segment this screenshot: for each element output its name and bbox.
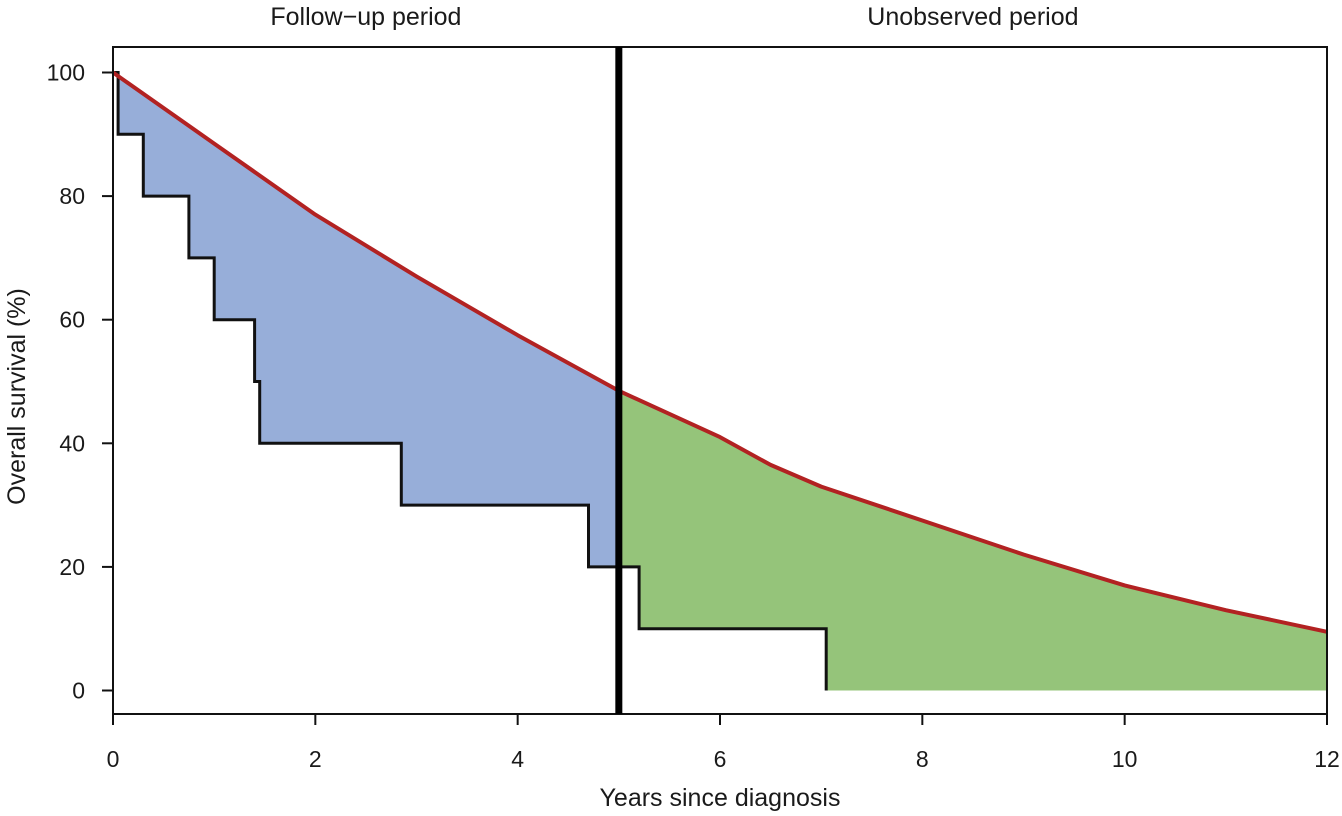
x-tick-label: 0 [107, 746, 120, 772]
y-tick-label: 60 [59, 307, 85, 333]
follow-up-period-label: Follow−up period [270, 3, 461, 31]
parametric-survival-curve [111, 70, 1328, 634]
y-tick-label: 40 [59, 430, 85, 456]
y-tick-label: 0 [72, 678, 85, 704]
x-tick-label: 2 [309, 746, 322, 772]
x-axis-ticks: 0 2 4 6 8 10 12 [107, 714, 1340, 772]
x-tick-label: 4 [511, 746, 524, 772]
shaded-region-0 [113, 72, 619, 567]
x-axis-label: Years since diagnosis [600, 784, 841, 812]
unobserved-period-label: Unobserved period [867, 3, 1078, 31]
x-tick-label: 10 [1112, 746, 1138, 772]
y-axis-ticks: 0 20 40 60 80 100 [47, 60, 113, 704]
y-tick-label: 20 [59, 554, 85, 580]
x-tick-label: 12 [1314, 746, 1340, 772]
y-axis-label: Overall survival (%) [3, 288, 31, 505]
x-tick-label: 6 [714, 746, 727, 772]
y-tick-label: 100 [47, 60, 85, 86]
shaded-regions [113, 72, 1327, 691]
shaded-region-1 [618, 390, 1327, 691]
x-tick-label: 8 [916, 746, 929, 772]
y-tick-label: 80 [59, 183, 85, 209]
